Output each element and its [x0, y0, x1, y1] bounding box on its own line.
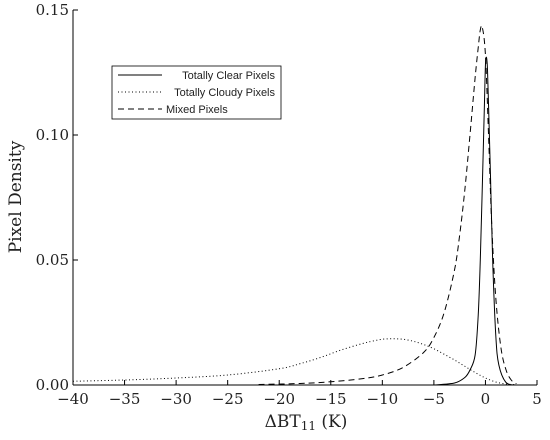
x-tick-label: −40 [57, 390, 89, 408]
series-line-mixed [258, 25, 517, 385]
legend-label-mixed: Mixed Pixels [166, 104, 228, 116]
x-tick-label: 5 [532, 390, 542, 408]
x-tick-label: −15 [315, 390, 347, 408]
plot-frame [72, 10, 537, 386]
x-axis-title: ΔBT11 (K) [265, 412, 348, 433]
legend-label-cloudy: Totally Cloudy Pixels [174, 87, 275, 99]
series-layer [72, 25, 517, 386]
x-tick-label: −20 [263, 390, 295, 408]
legend: Totally Clear Pixels Totally Cloudy Pixe… [111, 65, 282, 120]
y-tick-label: 0.10 [36, 126, 69, 144]
axis-ticks: −40 −35 −30 −25 −20 −15 −10 −5 0 5 0.00 0.05 0.10 0.1… [36, 1, 542, 408]
x-tick-label: −10 [367, 390, 399, 408]
x-tick-label: 0 [481, 390, 491, 408]
x-tick-label: −35 [109, 390, 141, 408]
series-line-totally-clear [433, 56, 517, 386]
x-tick-label: −30 [160, 390, 192, 408]
x-tick-label: −5 [423, 390, 445, 408]
y-axis-title: Pixel Density [6, 140, 26, 253]
legend-label-clear: Totally Clear Pixels [182, 70, 275, 82]
y-tick-label: 0.05 [36, 251, 69, 269]
series-line-totally-cloudy [72, 338, 517, 386]
y-tick-label: 0.15 [36, 1, 69, 19]
y-tick-label: 0.00 [36, 376, 69, 394]
x-tick-label: −25 [212, 390, 244, 408]
